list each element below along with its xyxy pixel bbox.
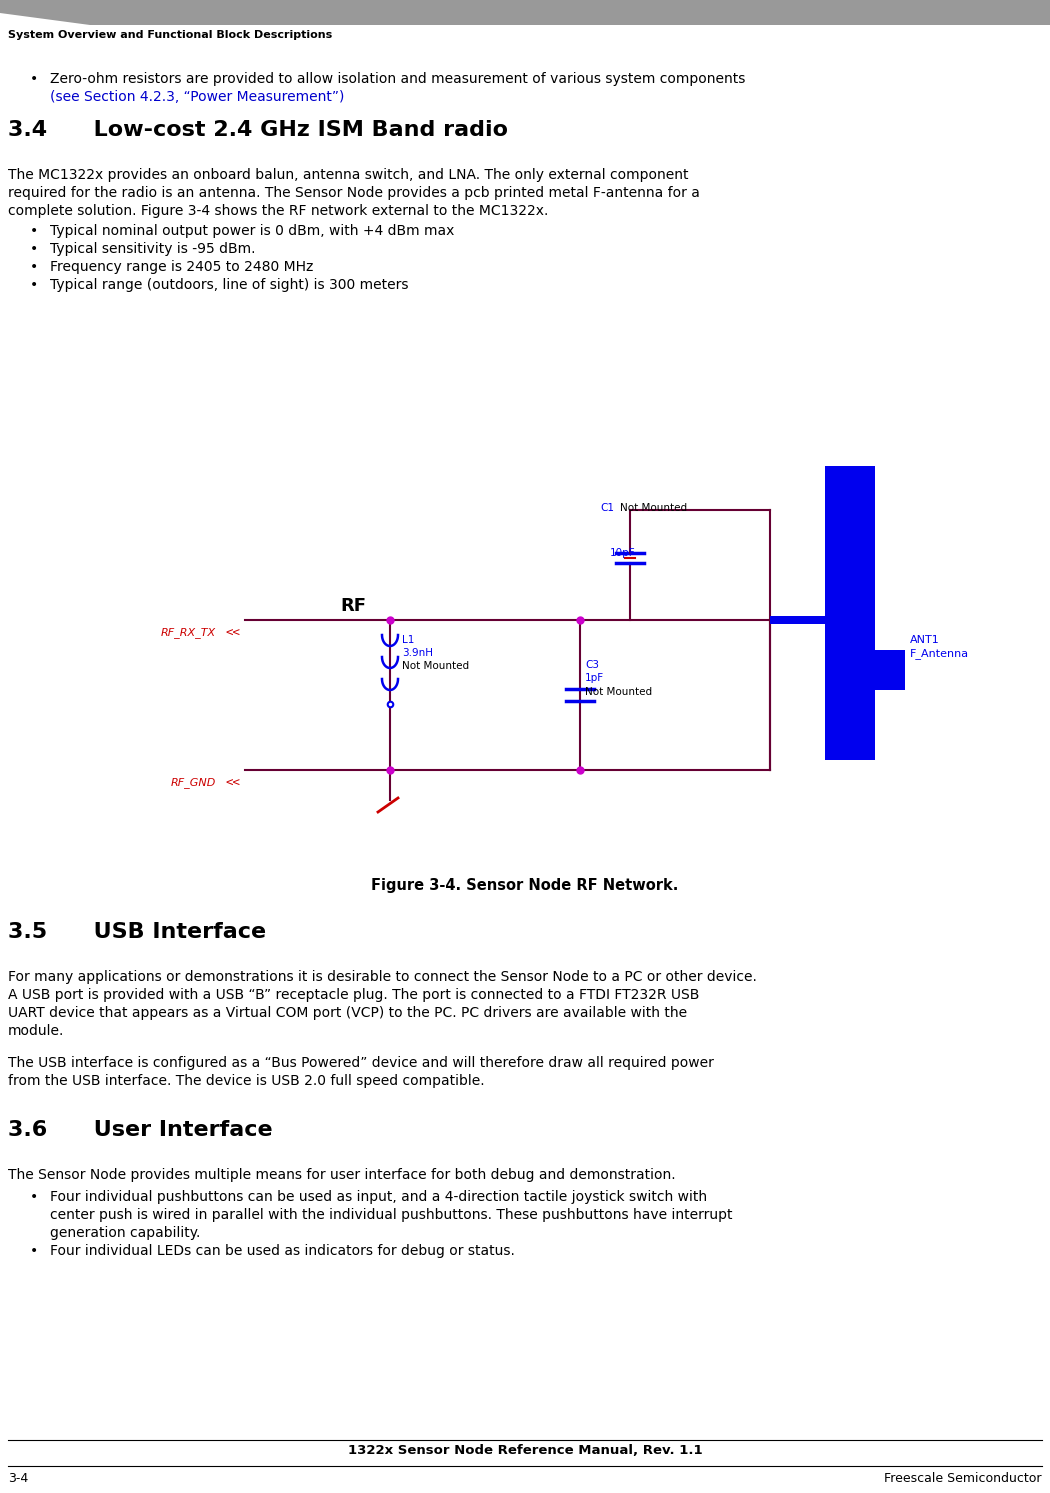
Text: The USB interface is configured as a “Bus Powered” device and will therefore dra: The USB interface is configured as a “Bu… xyxy=(8,1056,714,1070)
Text: A USB port is provided with a USB “B” receptacle plug. The port is connected to : A USB port is provided with a USB “B” re… xyxy=(8,988,699,1002)
Text: •: • xyxy=(30,72,38,87)
Text: Typical sensitivity is -95 dBm.: Typical sensitivity is -95 dBm. xyxy=(50,242,255,255)
Text: required for the radio is an antenna. The Sensor Node provides a pcb printed met: required for the radio is an antenna. Th… xyxy=(8,187,700,200)
Text: C1: C1 xyxy=(600,503,614,514)
Bar xyxy=(875,649,905,690)
Text: complete solution. Figure 3-4 shows the RF network external to the MC1322x.: complete solution. Figure 3-4 shows the … xyxy=(8,205,548,218)
Polygon shape xyxy=(0,0,1050,25)
Text: Freescale Semiconductor: Freescale Semiconductor xyxy=(884,1472,1042,1486)
Text: UART device that appears as a Virtual COM port (VCP) to the PC. PC drivers are a: UART device that appears as a Virtual CO… xyxy=(8,1006,687,1020)
Text: 3.6      User Interface: 3.6 User Interface xyxy=(8,1120,273,1141)
Text: •: • xyxy=(30,1244,38,1259)
Text: L1: L1 xyxy=(402,635,415,645)
Text: 1pF: 1pF xyxy=(585,673,604,682)
Text: module.: module. xyxy=(8,1024,64,1038)
Text: Four individual pushbuttons can be used as input, and a 4-direction tactile joys: Four individual pushbuttons can be used … xyxy=(50,1190,707,1203)
Text: Not Mounted: Not Mounted xyxy=(585,687,652,697)
Text: 3.5      USB Interface: 3.5 USB Interface xyxy=(8,923,266,942)
Text: 1322x Sensor Node Reference Manual, Rev. 1.1: 1322x Sensor Node Reference Manual, Rev.… xyxy=(348,1444,702,1457)
Text: System Overview and Functional Block Descriptions: System Overview and Functional Block Des… xyxy=(8,30,332,40)
Text: The Sensor Node provides multiple means for user interface for both debug and de: The Sensor Node provides multiple means … xyxy=(8,1168,675,1182)
Text: •: • xyxy=(30,1190,38,1203)
Text: ANT1: ANT1 xyxy=(910,635,940,645)
Text: from the USB interface. The device is USB 2.0 full speed compatible.: from the USB interface. The device is US… xyxy=(8,1073,485,1088)
Text: Figure 3-4. Sensor Node RF Network.: Figure 3-4. Sensor Node RF Network. xyxy=(372,878,678,893)
Text: •: • xyxy=(30,278,38,293)
Text: 3-4: 3-4 xyxy=(8,1472,28,1486)
Text: •: • xyxy=(30,260,38,275)
Text: C3: C3 xyxy=(585,660,598,670)
Text: F_Antenna: F_Antenna xyxy=(910,648,969,658)
Text: <<: << xyxy=(225,776,240,790)
Text: RF: RF xyxy=(340,597,366,615)
Text: RF_RX_TX: RF_RX_TX xyxy=(161,627,216,638)
Text: generation capability.: generation capability. xyxy=(50,1226,201,1241)
Text: 10pF: 10pF xyxy=(610,548,635,558)
Bar xyxy=(770,617,825,624)
Text: The MC1322x provides an onboard balun, antenna switch, and LNA. The only externa: The MC1322x provides an onboard balun, a… xyxy=(8,169,689,182)
Text: center push is wired in parallel with the individual pushbuttons. These pushbutt: center push is wired in parallel with th… xyxy=(50,1208,733,1221)
Text: •: • xyxy=(30,242,38,255)
Text: Frequency range is 2405 to 2480 MHz: Frequency range is 2405 to 2480 MHz xyxy=(50,260,313,275)
Text: 3.4      Low-cost 2.4 GHz ISM Band radio: 3.4 Low-cost 2.4 GHz ISM Band radio xyxy=(8,119,508,140)
Bar xyxy=(825,466,875,760)
Text: Typical nominal output power is 0 dBm, with +4 dBm max: Typical nominal output power is 0 dBm, w… xyxy=(50,224,455,237)
Text: Typical range (outdoors, line of sight) is 300 meters: Typical range (outdoors, line of sight) … xyxy=(50,278,408,293)
Text: <<: << xyxy=(225,627,240,640)
Text: Not Mounted: Not Mounted xyxy=(402,661,469,670)
Text: For many applications or demonstrations it is desirable to connect the Sensor No: For many applications or demonstrations … xyxy=(8,970,757,984)
Text: Four individual LEDs can be used as indicators for debug or status.: Four individual LEDs can be used as indi… xyxy=(50,1244,514,1259)
Text: 3.9nH: 3.9nH xyxy=(402,648,433,658)
Text: •: • xyxy=(30,224,38,237)
Text: Not Mounted: Not Mounted xyxy=(620,503,687,514)
Text: (see Section 4.2.3, “Power Measurement”): (see Section 4.2.3, “Power Measurement”) xyxy=(50,90,344,105)
Text: RF_GND: RF_GND xyxy=(170,776,216,788)
Text: Zero-ohm resistors are provided to allow isolation and measurement of various sy: Zero-ohm resistors are provided to allow… xyxy=(50,72,745,87)
